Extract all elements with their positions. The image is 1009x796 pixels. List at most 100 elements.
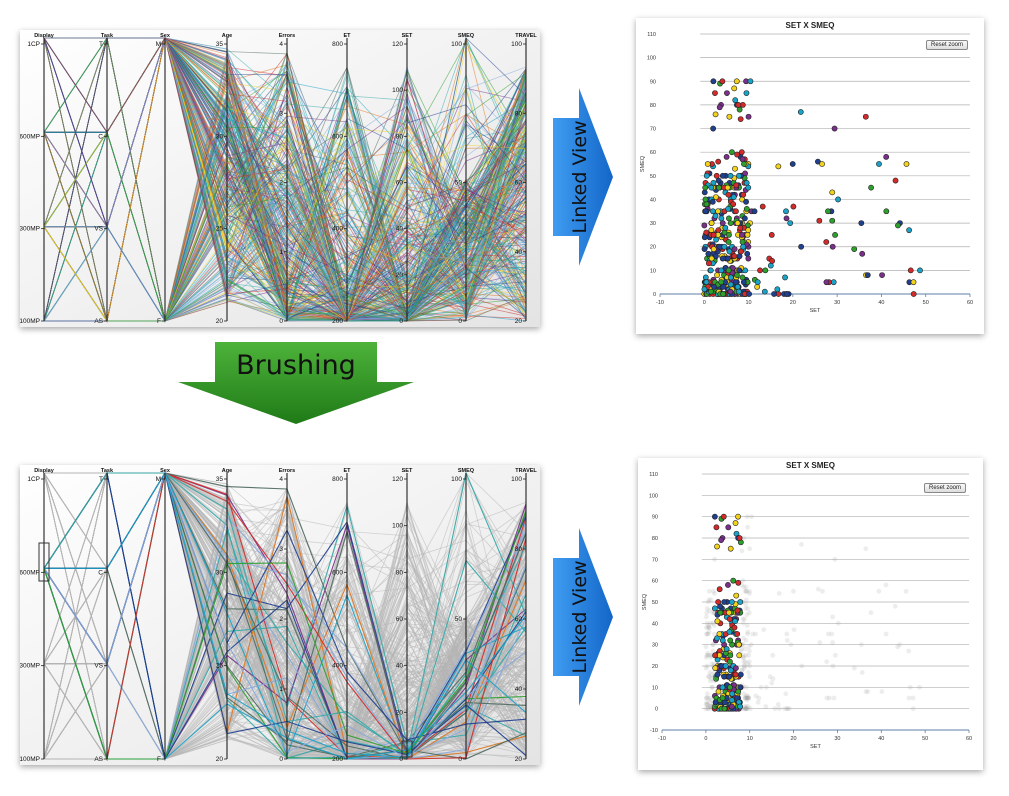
scatter-point[interactable]: [754, 279, 761, 286]
scatter-point[interactable]: [710, 180, 717, 186]
scatter-point[interactable]: [892, 177, 899, 184]
scatter-point[interactable]: [730, 194, 737, 200]
scatter-point[interactable]: [702, 196, 709, 203]
pc-axis-task[interactable]: Task T C VS AS: [94, 33, 114, 325]
scatter-point[interactable]: [727, 172, 734, 179]
scatter-point[interactable]: [701, 222, 708, 229]
scatter-point[interactable]: [738, 248, 744, 255]
scatter-point[interactable]: [731, 624, 738, 631]
scatter-point[interactable]: [713, 253, 719, 260]
scatter-point[interactable]: [716, 586, 723, 593]
scatter-point[interactable]: [740, 243, 747, 250]
scatter-point[interactable]: [704, 161, 711, 167]
scatter-point[interactable]: [895, 222, 901, 229]
scatter-point[interactable]: [737, 116, 744, 122]
scatter-point[interactable]: [714, 635, 720, 642]
pc-axis-task[interactable]: Task T C VS AS: [94, 468, 114, 763]
scatter-point[interactable]: [736, 172, 742, 179]
scatter-point[interactable]: [783, 291, 790, 297]
scatter-point[interactable]: [702, 184, 709, 191]
reset-zoom-button-bottom[interactable]: Reset zoom: [924, 483, 967, 493]
scatter-point[interactable]: [825, 208, 831, 215]
scatter-point[interactable]: [789, 161, 796, 167]
scatter-point[interactable]: [703, 172, 710, 179]
scatter-point[interactable]: [727, 274, 734, 281]
scatter-point[interactable]: [733, 592, 740, 599]
scatter-point[interactable]: [712, 652, 719, 659]
scatter-point[interactable]: [718, 267, 725, 274]
scatter-point[interactable]: [702, 274, 709, 281]
scatter-point[interactable]: [868, 184, 874, 191]
pc-axis-travel[interactable]: TRAVEL 100 80 60 40 20: [511, 33, 537, 325]
scatter-point[interactable]: [858, 220, 865, 226]
scatter-point[interactable]: [910, 291, 917, 297]
scatter-point[interactable]: [710, 232, 717, 238]
scatter-point[interactable]: [736, 253, 743, 260]
scatter-point[interactable]: [906, 227, 913, 234]
scatter-point[interactable]: [718, 215, 725, 222]
scatter-point[interactable]: [725, 267, 732, 274]
scatter-point[interactable]: [708, 227, 715, 234]
scatter-point[interactable]: [769, 258, 776, 264]
scatter-point[interactable]: [727, 658, 733, 665]
scatter-point[interactable]: [708, 255, 715, 262]
pc-axis-smeq[interactable]: SMEQ 100 50 0: [451, 468, 475, 763]
scatter-point[interactable]: [722, 663, 729, 669]
scatter-point[interactable]: [731, 85, 738, 92]
scatter-point[interactable]: [737, 599, 744, 605]
scatter-point[interactable]: [726, 616, 733, 622]
scatter-point[interactable]: [903, 161, 910, 167]
scatter-point[interactable]: [775, 163, 782, 170]
scatter-point[interactable]: [739, 239, 746, 245]
scatter-point[interactable]: [712, 665, 719, 672]
scatter-point[interactable]: [727, 281, 734, 288]
scatter-point[interactable]: [710, 78, 717, 85]
scatter-point[interactable]: [703, 279, 710, 286]
scatter-point[interactable]: [759, 203, 766, 210]
scatter-point[interactable]: [762, 267, 769, 274]
scatter-point[interactable]: [782, 274, 788, 281]
scatter-point[interactable]: [736, 535, 743, 541]
pc-axis-sex[interactable]: Sex M F: [156, 33, 171, 325]
scatter-point[interactable]: [718, 537, 725, 544]
scatter-point[interactable]: [727, 684, 733, 691]
scatter-point[interactable]: [727, 637, 734, 644]
scatter-point[interactable]: [708, 184, 715, 191]
scatter-point[interactable]: [721, 705, 728, 712]
scatter-point[interactable]: [728, 703, 735, 710]
scatter-point[interactable]: [783, 208, 789, 215]
scatter-point[interactable]: [730, 577, 737, 584]
scatter-point[interactable]: [798, 243, 805, 250]
scatter-point[interactable]: [725, 206, 732, 212]
scatter-point[interactable]: [729, 690, 736, 697]
pc-axis-set[interactable]: SET 120 100 80 60 40 20 0: [392, 468, 413, 763]
scatter-point[interactable]: [701, 234, 708, 241]
scatter-point[interactable]: [724, 184, 731, 191]
scatter-point[interactable]: [744, 232, 751, 238]
scatter-point[interactable]: [703, 201, 710, 208]
scatter-point[interactable]: [727, 667, 734, 674]
scatter-point[interactable]: [708, 220, 715, 226]
scatter-point[interactable]: [757, 267, 763, 274]
scatter-point[interactable]: [732, 279, 739, 286]
scatter-point[interactable]: [726, 628, 733, 635]
scatter-point[interactable]: [701, 189, 708, 196]
scatter-point[interactable]: [715, 227, 722, 234]
scatter-point[interactable]: [732, 618, 738, 625]
scatter-point[interactable]: [734, 220, 741, 226]
scatter-point[interactable]: [732, 165, 738, 172]
scatter-point[interactable]: [768, 232, 775, 238]
scatter-point[interactable]: [725, 582, 731, 588]
scatter-point[interactable]: [724, 255, 731, 262]
scatter-point[interactable]: [729, 697, 735, 704]
scatter-point[interactable]: [907, 267, 914, 274]
scatter-point[interactable]: [729, 149, 735, 156]
scatter-point[interactable]: [783, 215, 790, 222]
scatter-point[interactable]: [730, 201, 737, 208]
reset-zoom-button-top[interactable]: Reset zoom: [926, 40, 969, 50]
scatter-point[interactable]: [701, 246, 708, 252]
scatter-point[interactable]: [713, 236, 720, 243]
scatter-point[interactable]: [754, 284, 761, 290]
scatter-point[interactable]: [712, 699, 719, 706]
scatter-point[interactable]: [734, 284, 741, 290]
